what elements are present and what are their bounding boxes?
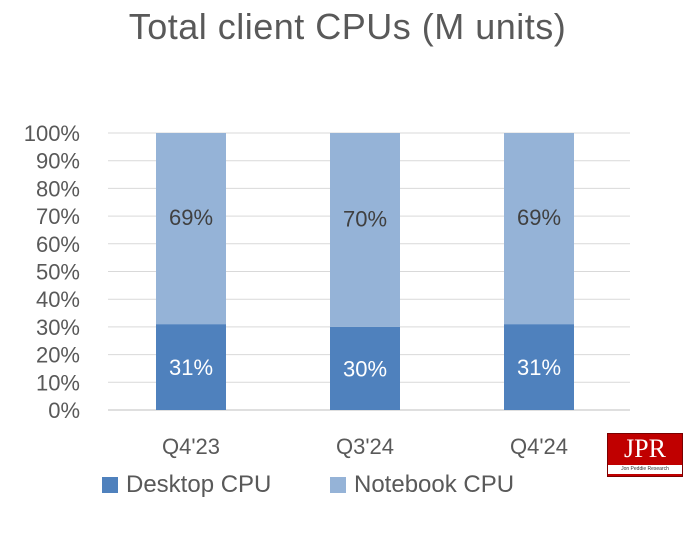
data-label: 31%: [169, 355, 213, 380]
legend-item-notebook: Notebook CPU: [330, 470, 514, 500]
jpr-logo: JPR Jon Peddie Research: [607, 433, 683, 477]
bar-segment-notebook: [504, 133, 574, 325]
y-tick-label: 70%: [36, 204, 80, 229]
y-tick-label: 0%: [48, 398, 80, 423]
data-label: 69%: [169, 205, 213, 230]
bar-segment-desktop: [156, 324, 226, 410]
y-tick-label: 30%: [36, 315, 80, 340]
legend: Desktop CPU Notebook CPU: [0, 470, 695, 500]
bar-segment-notebook: [156, 133, 226, 325]
bar-segment-desktop: [330, 326, 400, 410]
y-axis-ticks: 0% 10%20% 30% 40%50% 60% 70% 80%90% 100%: [24, 121, 80, 423]
data-label: 70%: [343, 206, 387, 231]
logo-subtext: Jon Peddie Research: [608, 465, 682, 474]
x-axis-ticks: Q4'23 Q3'24 Q4'24: [162, 434, 568, 459]
logo-text: JPR: [624, 434, 666, 463]
data-label: 31%: [517, 355, 561, 380]
y-tick-label: 50%: [36, 260, 80, 285]
y-tick-label: 20%: [36, 343, 80, 368]
x-tick-label: Q4'24: [510, 434, 568, 459]
y-tick-label: 90%: [36, 149, 80, 174]
y-tick-label: 40%: [36, 287, 80, 312]
legend-label-notebook: Notebook CPU: [354, 471, 515, 498]
bar-segment-notebook: [330, 133, 400, 327]
y-tick-label: 80%: [36, 176, 80, 201]
chart-title: Total client CPUs (M units): [128, 6, 567, 47]
legend-label-desktop: Desktop CPU: [126, 471, 272, 498]
y-tick-label: 10%: [36, 370, 80, 395]
x-tick-label: Q4'23: [162, 434, 220, 459]
y-tick-label: 60%: [36, 232, 80, 257]
legend-swatch-desktop: [102, 477, 118, 493]
x-tick-label: Q3'24: [336, 434, 394, 459]
legend-swatch-notebook: [330, 477, 346, 493]
y-tick-label: 100%: [24, 121, 80, 146]
bar-segment-desktop: [504, 324, 574, 410]
bars: 31% 69% 30% 70% 31% 69%: [156, 133, 574, 410]
data-label: 69%: [517, 205, 561, 230]
legend-item-desktop: Desktop CPU: [102, 470, 271, 500]
data-label: 30%: [343, 356, 387, 381]
